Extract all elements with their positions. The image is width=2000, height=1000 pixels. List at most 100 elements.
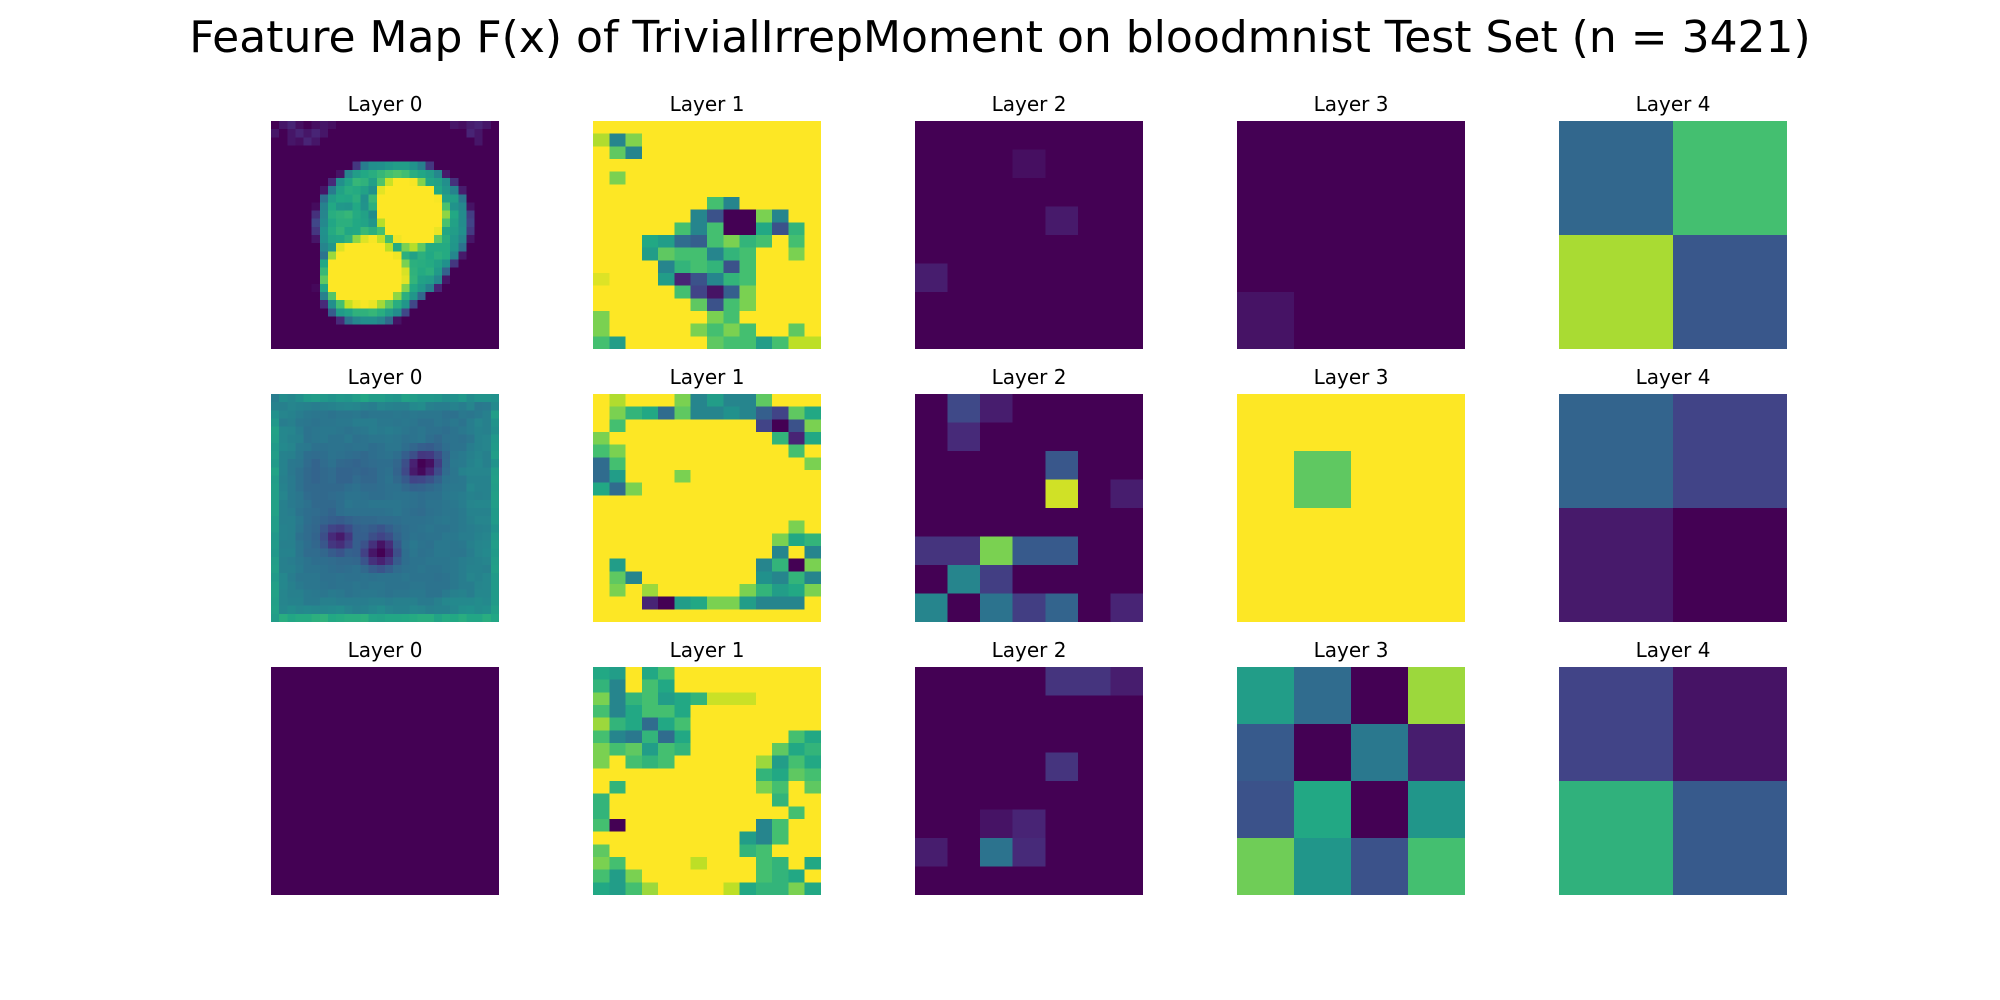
heatmap-cell [755, 298, 773, 312]
heatmap-cell [474, 821, 483, 831]
heatmap-cell [425, 186, 435, 195]
heatmap-cell [442, 137, 451, 146]
heatmap-cell [1012, 292, 1046, 322]
heatmap-cell [755, 831, 773, 845]
heatmap-cell [311, 691, 321, 700]
heatmap-cell [376, 259, 386, 268]
heatmap-cell [641, 717, 659, 731]
heatmap-cell [658, 730, 675, 744]
heatmap-cell [707, 667, 724, 680]
heatmap-cell [328, 402, 337, 411]
heatmap-cell [360, 308, 369, 317]
heatmap-cell [344, 581, 353, 590]
heatmap-cell [690, 508, 708, 521]
heatmap-cell [295, 121, 304, 130]
heatmap-cell [707, 285, 724, 299]
heatmap-cell [772, 419, 789, 433]
heatmap-cell [409, 483, 418, 492]
heatmap-cell [311, 516, 321, 525]
heatmap-cell [409, 475, 418, 484]
heatmap-cell [804, 482, 821, 496]
heatmap-cell [344, 821, 353, 831]
heatmap-cell [772, 159, 789, 172]
heatmap-cell [1237, 292, 1296, 349]
heatmap-cell [368, 683, 378, 692]
heatmap-cell [368, 756, 378, 765]
heatmap-cell [311, 467, 321, 476]
heatmap-cell [319, 332, 329, 342]
heatmap-cell [723, 336, 740, 349]
heatmap-cell [425, 781, 435, 790]
heatmap-cell [328, 161, 337, 171]
heatmap-cell [804, 831, 821, 845]
heatmap-cell [344, 410, 353, 419]
heatmap-cell [980, 422, 1014, 452]
heatmap-cell [385, 667, 394, 676]
heatmap-cell [450, 548, 459, 558]
heatmap-cell [450, 145, 459, 154]
heatmap-cell [625, 558, 643, 572]
heatmap-cell [1294, 178, 1353, 237]
heatmap-cell [303, 499, 312, 509]
heatmap-cell [947, 593, 981, 622]
heatmap-cell [433, 129, 443, 138]
heatmap-cell [625, 869, 643, 883]
heatmap-cell [609, 520, 626, 534]
heatmap-cell [295, 813, 304, 822]
heatmap-cell [474, 475, 483, 484]
heatmap-cell [303, 748, 312, 757]
heatmap-cell [295, 772, 304, 782]
heatmap-cell [328, 434, 337, 444]
heatmap-cell [625, 222, 643, 236]
heatmap-cell [409, 772, 418, 782]
heatmap-cell [450, 878, 459, 888]
heatmap-cell [287, 524, 296, 533]
heatmap-cell [393, 186, 402, 195]
heatmap-cell [641, 533, 659, 547]
heatmap-cell [303, 251, 312, 260]
heatmap-cell [641, 869, 659, 883]
heatmap-cell [287, 121, 296, 130]
heatmap-cell [393, 573, 402, 582]
heatmap-cell [409, 789, 418, 798]
heatmap-cell [417, 308, 426, 317]
heatmap-cell [279, 467, 288, 476]
heatmap-cell [376, 829, 386, 839]
heatmap-cell [360, 613, 369, 622]
heatmap-cell [474, 235, 483, 244]
heatmap-cell [271, 838, 280, 847]
heatmap-cell [287, 483, 296, 492]
heatmap-cell [788, 298, 806, 312]
heatmap-cell [336, 548, 345, 558]
heatmap-cell [458, 870, 467, 879]
heatmap-cell [1408, 451, 1465, 510]
heatmap-cell [1045, 593, 1079, 622]
heatmap-cell [328, 821, 337, 831]
heatmap-cell [401, 442, 410, 452]
heatmap-cell [271, 581, 280, 590]
heatmap-cell [360, 886, 369, 895]
heatmap-cell [328, 324, 337, 333]
heatmap-cell [409, 605, 418, 615]
heatmap-cell [344, 218, 353, 228]
heatmap-cell [450, 724, 459, 733]
heatmap-cell [287, 442, 296, 452]
heatmap-cell [279, 442, 288, 452]
heatmap-cell [433, 434, 443, 444]
heatmap-cell [1077, 667, 1112, 697]
heatmap-cell [474, 508, 483, 517]
heatmap-cell [385, 145, 394, 154]
heatmap-cell [788, 819, 806, 832]
heatmap-cell [1077, 479, 1112, 509]
heatmap-cell [593, 146, 610, 160]
heatmap-cell [328, 813, 337, 822]
heatmap-cell [417, 667, 426, 676]
heatmap-cell [772, 209, 789, 223]
heatmap-cell [658, 819, 675, 832]
heatmap-cell [482, 605, 492, 615]
heatmap-cell [393, 259, 402, 268]
heatmap-cell [271, 613, 280, 622]
heatmap-cell [658, 222, 675, 236]
heatmap-cell [772, 571, 789, 585]
